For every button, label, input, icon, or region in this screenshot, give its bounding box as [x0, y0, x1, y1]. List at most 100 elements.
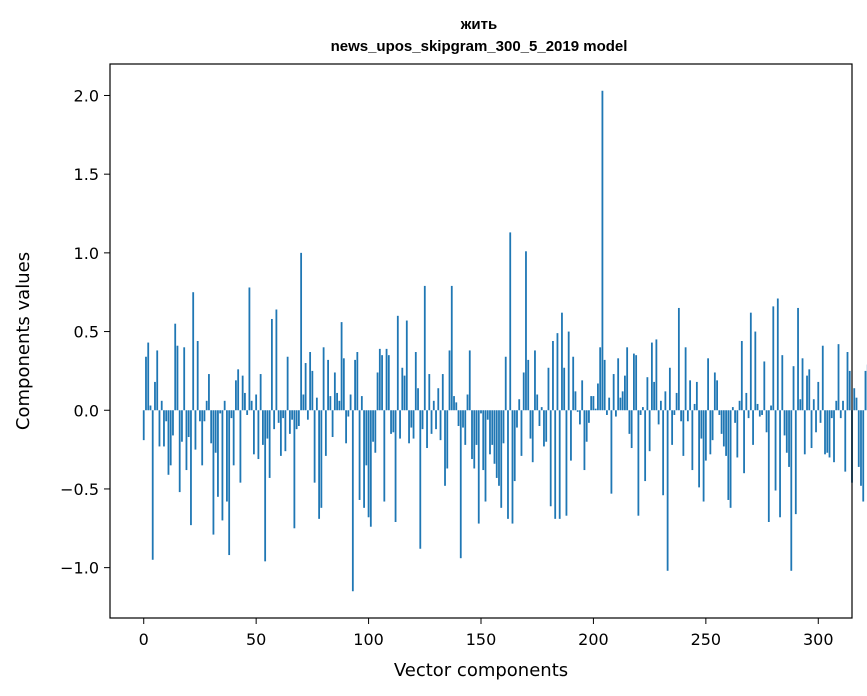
bar	[682, 410, 685, 456]
bar	[842, 400, 844, 411]
bar	[597, 383, 599, 411]
bar	[336, 392, 338, 411]
bar	[342, 358, 345, 411]
bar	[554, 410, 557, 519]
bar	[489, 410, 491, 455]
bar	[812, 399, 815, 411]
bar	[273, 410, 276, 430]
bar	[482, 410, 485, 471]
bar	[266, 410, 269, 439]
bar	[421, 410, 424, 430]
bar	[363, 410, 365, 508]
bar	[700, 410, 703, 439]
bar	[846, 352, 849, 411]
bar	[734, 410, 736, 423]
bar	[585, 410, 588, 442]
bar	[408, 410, 410, 444]
bar	[333, 372, 336, 411]
bar	[518, 399, 521, 411]
bar	[765, 410, 768, 433]
bar	[725, 410, 727, 456]
bar	[713, 372, 716, 411]
bar	[295, 410, 298, 430]
bar	[691, 410, 694, 471]
bar	[677, 307, 680, 411]
bar	[322, 347, 325, 411]
bar	[385, 348, 388, 411]
bar	[221, 410, 224, 521]
bar	[410, 410, 413, 428]
bar	[828, 410, 831, 458]
bar	[327, 359, 329, 411]
bar	[864, 370, 867, 411]
bar	[356, 352, 359, 411]
bar	[615, 410, 617, 417]
bar	[579, 410, 581, 425]
bar	[743, 410, 745, 474]
bar	[549, 410, 552, 507]
bar	[671, 410, 674, 445]
bar	[736, 410, 739, 458]
bar	[169, 410, 172, 466]
bar	[507, 410, 509, 519]
bar	[313, 410, 316, 483]
bar	[282, 410, 285, 419]
bar	[403, 375, 406, 411]
bar	[783, 410, 786, 436]
bar	[392, 410, 395, 433]
bar	[237, 369, 240, 411]
bar	[338, 400, 341, 411]
bar	[381, 355, 383, 411]
bar	[731, 407, 734, 411]
bar	[320, 410, 323, 508]
bar	[453, 396, 455, 411]
bar	[830, 410, 833, 419]
bar	[387, 355, 390, 411]
bar	[641, 407, 644, 411]
bar	[201, 410, 204, 466]
bar	[264, 410, 267, 562]
bar	[749, 312, 752, 411]
bar	[205, 400, 208, 411]
bar	[824, 410, 826, 455]
bar	[230, 410, 233, 419]
x-axis-label: Vector components	[394, 660, 568, 681]
bar	[268, 410, 271, 478]
bar	[594, 408, 597, 411]
bar	[617, 358, 620, 411]
bar	[423, 285, 426, 411]
bar	[547, 367, 550, 411]
bar	[194, 410, 197, 450]
bar	[437, 388, 440, 411]
bar	[527, 359, 530, 411]
bar	[351, 410, 354, 592]
bar	[223, 400, 226, 411]
bar	[394, 410, 397, 522]
bar	[857, 410, 860, 467]
bar	[457, 410, 460, 426]
bar	[311, 370, 314, 411]
bar	[228, 410, 231, 556]
bar	[446, 410, 449, 469]
bar	[848, 370, 851, 411]
bar	[304, 363, 307, 411]
bar	[639, 410, 642, 415]
bar	[259, 374, 262, 411]
bar	[401, 367, 404, 411]
bar	[345, 410, 347, 444]
bar	[181, 410, 183, 442]
bar	[439, 410, 442, 441]
plot-frame	[109, 63, 853, 619]
bar	[516, 410, 518, 428]
bar	[592, 396, 595, 411]
bar	[324, 410, 327, 456]
bar	[810, 410, 813, 449]
bar	[441, 374, 444, 411]
bar	[374, 410, 377, 453]
bar	[444, 410, 446, 486]
bar	[246, 410, 249, 415]
bar	[262, 410, 264, 445]
bar	[826, 410, 829, 453]
bar	[414, 352, 417, 411]
bar	[556, 333, 559, 411]
